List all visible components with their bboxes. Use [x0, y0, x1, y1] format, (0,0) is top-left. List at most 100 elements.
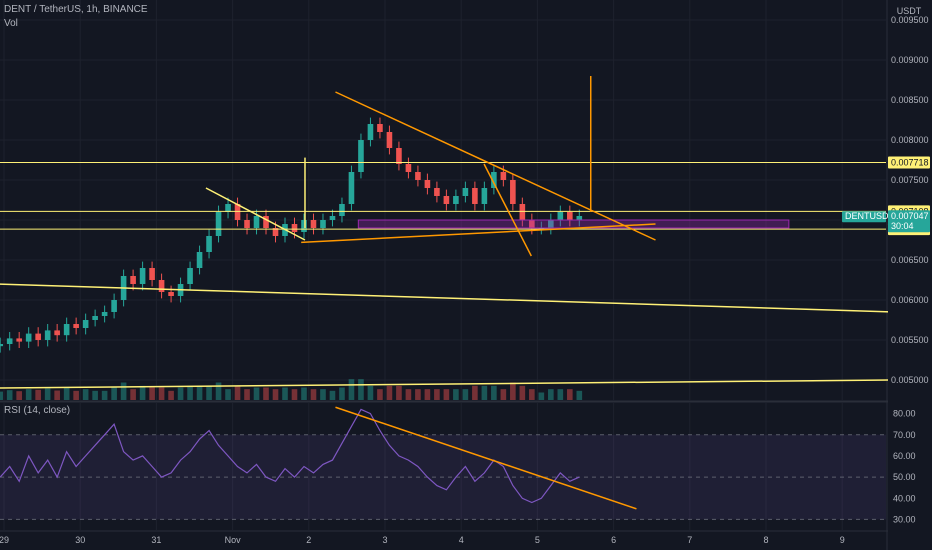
- trendline: [0, 283, 896, 313]
- candle-body: [16, 338, 22, 342]
- candle-body: [301, 220, 307, 232]
- volume-bar: [73, 390, 79, 400]
- volume-bar: [101, 390, 108, 400]
- volume-bar: [282, 387, 288, 400]
- trendline: [205, 187, 306, 241]
- candle-body: [510, 180, 516, 204]
- candle-body: [396, 148, 402, 164]
- volume-bar: [434, 389, 440, 400]
- volume-bar: [272, 389, 279, 400]
- candle-body: [215, 212, 222, 236]
- candle-body: [358, 140, 364, 172]
- volume-bar: [348, 379, 355, 400]
- candle-body: [225, 204, 231, 212]
- candle-body: [576, 216, 583, 220]
- volume-bar: [92, 390, 98, 400]
- volume-bar: [415, 389, 421, 400]
- time-tick-label: 30: [75, 535, 85, 545]
- time-tick-label: 2: [306, 535, 311, 545]
- time-tick-label: 9: [840, 535, 845, 545]
- candle-body: [453, 196, 459, 204]
- support-zone: [357, 219, 790, 229]
- volume-bar: [244, 389, 250, 400]
- candle-body: [472, 188, 478, 204]
- candle-body: [557, 212, 564, 220]
- volume-bar: [0, 391, 3, 400]
- candle-body: [35, 333, 41, 340]
- volume-bar: [187, 385, 193, 400]
- time-tick-label: 6: [611, 535, 616, 545]
- candle-body: [272, 228, 279, 236]
- candle-body: [244, 220, 250, 228]
- rsi-tick-label: 60.00: [893, 451, 916, 461]
- time-tick-label: 3: [382, 535, 387, 545]
- time-tick-label: 7: [687, 535, 692, 545]
- volume-bar: [111, 387, 117, 400]
- volume-bar: [310, 389, 317, 400]
- current-price-tag: 0.007047: [891, 211, 929, 221]
- volume-bar: [548, 389, 554, 400]
- symbol-title: DENT / TetherUS, 1h, BINANCE: [4, 4, 148, 15]
- price-tick-label: 0.008000: [891, 135, 929, 145]
- candle-body: [443, 196, 450, 204]
- volume-bar: [462, 389, 469, 400]
- candle-body: [367, 124, 374, 140]
- candle-body: [92, 316, 98, 320]
- volume-bar: [529, 389, 535, 400]
- volume-bar: [196, 385, 203, 400]
- candle-body: [462, 188, 469, 196]
- candle-body: [196, 252, 203, 268]
- volume-bar: [405, 389, 412, 400]
- candle-body: [63, 324, 70, 336]
- price-tick-label: 0.007500: [891, 175, 929, 185]
- volume-bar: [234, 385, 241, 400]
- candle-body: [500, 172, 507, 180]
- rsi-tick-label: 50.00: [893, 472, 916, 482]
- volume-bar: [206, 385, 212, 400]
- volume-bar: [291, 389, 298, 400]
- volume-bar: [168, 390, 174, 400]
- level-upper-tag: 0.007718: [891, 158, 929, 168]
- candle-body: [54, 330, 60, 336]
- candle-body: [415, 172, 421, 180]
- volume-bar: [557, 389, 564, 400]
- candle-body: [434, 188, 440, 196]
- candle-body: [567, 212, 573, 220]
- trendline: [0, 379, 896, 389]
- candle-body: [101, 312, 108, 316]
- price-tick-label: 0.005500: [891, 335, 929, 345]
- candle-body: [519, 204, 526, 220]
- candle-body: [82, 320, 89, 328]
- volume-bar: [329, 390, 336, 400]
- candle-body: [329, 216, 336, 220]
- candle-body: [0, 344, 3, 347]
- volume-bar: [481, 385, 488, 400]
- price-tick-label: 0.008500: [891, 95, 929, 105]
- volume-bar: [567, 389, 573, 400]
- volume-bar: [130, 389, 136, 400]
- candle-body: [386, 132, 393, 148]
- trendline: [301, 223, 656, 244]
- volume-bar: [16, 391, 22, 400]
- volume-bar: [263, 387, 269, 400]
- volume-bar: [339, 387, 345, 400]
- rsi-tick-label: 80.00: [893, 409, 916, 419]
- candle-body: [206, 236, 212, 252]
- volume-bar: [453, 389, 459, 400]
- volume-bar: [63, 387, 70, 400]
- volume-bar: [377, 389, 383, 400]
- time-tick-label: 4: [459, 535, 464, 545]
- trendline: [335, 91, 656, 241]
- symbol-tag: DENTUSDT: [845, 211, 895, 221]
- candle-body: [130, 276, 136, 284]
- rsi-tick-label: 70.00: [893, 430, 916, 440]
- volume-bar: [386, 385, 393, 400]
- current-price-tag-bg: [888, 210, 930, 233]
- candle-body: [187, 268, 193, 284]
- rsi-line: [0, 408, 580, 504]
- candle-body: [44, 330, 51, 340]
- candle-body: [6, 338, 13, 344]
- volume-bar: [472, 385, 478, 400]
- time-tick-label: 29: [0, 535, 9, 545]
